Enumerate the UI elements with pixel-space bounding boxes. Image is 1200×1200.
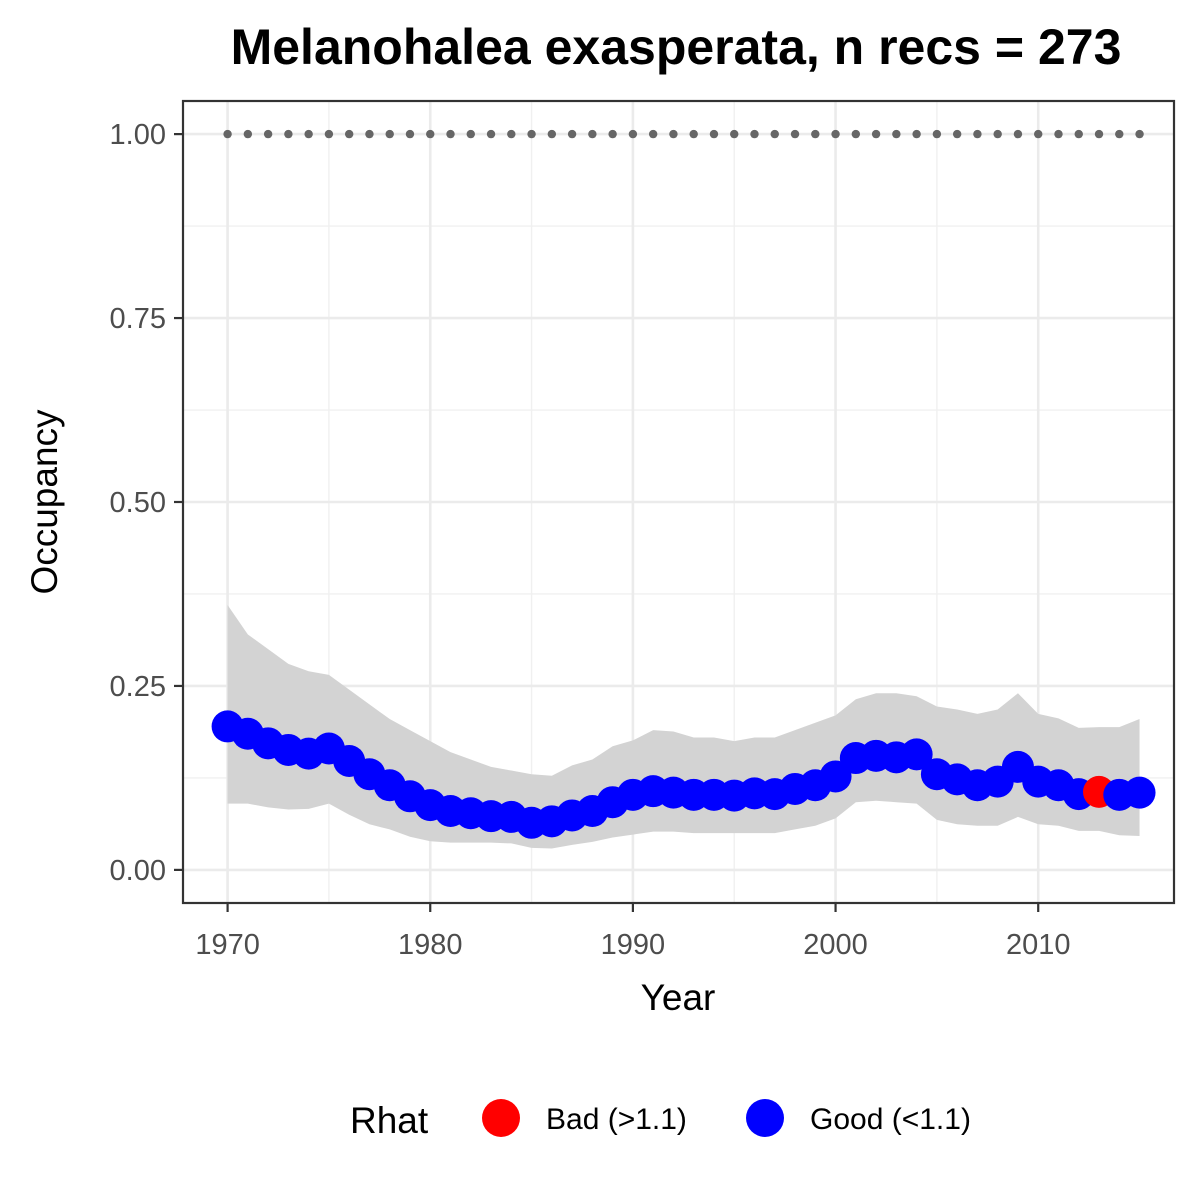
- reference-dot: [365, 129, 374, 139]
- legend-label-bad: Bad (>1.1): [546, 1103, 687, 1136]
- chart-title: Melanohalea exasperata, n recs = 273: [231, 19, 1122, 75]
- y-axis-title: Occupancy: [24, 409, 65, 595]
- reference-dot: [1034, 129, 1043, 139]
- reference-dot: [1135, 129, 1144, 139]
- y-axis: 0.00 0.25 0.50 0.75 1.00: [110, 119, 183, 887]
- reference-dot: [932, 129, 942, 139]
- reference-dot: [567, 129, 577, 139]
- reference-dot: [547, 129, 557, 139]
- reference-dot: [263, 129, 273, 139]
- reference-dot: [466, 129, 475, 139]
- x-tick-label: 2000: [803, 929, 868, 961]
- reference-dot: [426, 129, 435, 139]
- reference-dot: [851, 129, 861, 139]
- reference-dot: [750, 129, 759, 139]
- reference-dot: [892, 129, 901, 139]
- legend-label-good: Good (<1.1): [810, 1103, 971, 1136]
- occupancy-point-good: [819, 760, 852, 793]
- reference-dot: [223, 129, 232, 139]
- reference-dot: [1094, 129, 1104, 139]
- reference-dot: [385, 129, 394, 139]
- reference-dot: [324, 129, 334, 139]
- x-axis-title: Year: [641, 977, 716, 1018]
- reference-dot: [730, 129, 739, 139]
- reference-dot: [344, 129, 354, 139]
- reference-dot: [446, 129, 455, 139]
- x-tick-label: 1990: [601, 929, 666, 961]
- reference-line-layer: [223, 129, 1144, 139]
- y-tick-label: 0.75: [110, 303, 166, 335]
- reference-dot: [608, 129, 617, 139]
- occupancy-point-good: [1123, 776, 1156, 809]
- reference-dot: [993, 129, 1002, 139]
- x-axis: 1970 1980 1990 2000 2010: [195, 903, 1070, 961]
- reference-dot: [952, 129, 962, 139]
- reference-dot: [709, 129, 719, 139]
- reference-dot: [243, 129, 253, 139]
- legend: Rhat Bad (>1.1) Good (<1.1): [350, 1099, 971, 1141]
- reference-dot: [871, 129, 881, 139]
- reference-dot: [790, 129, 800, 139]
- y-tick-label: 0.00: [110, 855, 166, 887]
- occupancy-points-layer: [211, 710, 1156, 839]
- reference-dot: [770, 129, 779, 139]
- reference-dot: [588, 129, 597, 139]
- occupancy-point-good: [900, 738, 933, 771]
- confidence-ribbon: [227, 605, 1140, 849]
- reference-dot: [507, 129, 516, 139]
- x-tick-label: 2010: [1006, 929, 1071, 961]
- reference-dot: [689, 129, 698, 139]
- x-tick-label: 1980: [398, 929, 463, 961]
- legend-key-bad: [482, 1099, 520, 1137]
- reference-dot: [912, 129, 921, 139]
- reference-dot: [486, 129, 496, 139]
- reference-dot: [527, 129, 536, 139]
- reference-dot: [304, 129, 313, 139]
- reference-dot: [648, 129, 658, 139]
- reference-dot: [1054, 129, 1063, 139]
- reference-dot: [669, 129, 678, 139]
- y-tick-label: 1.00: [110, 119, 166, 151]
- reference-dot: [811, 129, 820, 139]
- reference-dot: [1115, 129, 1124, 139]
- legend-title: Rhat: [350, 1100, 429, 1141]
- reference-dot: [973, 129, 982, 139]
- reference-dot: [284, 129, 293, 139]
- reference-dot: [1013, 129, 1023, 139]
- legend-key-good: [746, 1099, 784, 1137]
- y-tick-label: 0.25: [110, 671, 166, 703]
- reference-dot: [628, 129, 638, 139]
- reference-dot: [405, 129, 415, 139]
- y-tick-label: 0.50: [110, 487, 166, 519]
- confidence-ribbon-layer: [227, 605, 1140, 849]
- reference-dot: [1074, 129, 1083, 139]
- reference-dot: [831, 129, 840, 139]
- x-tick-label: 1970: [195, 929, 260, 961]
